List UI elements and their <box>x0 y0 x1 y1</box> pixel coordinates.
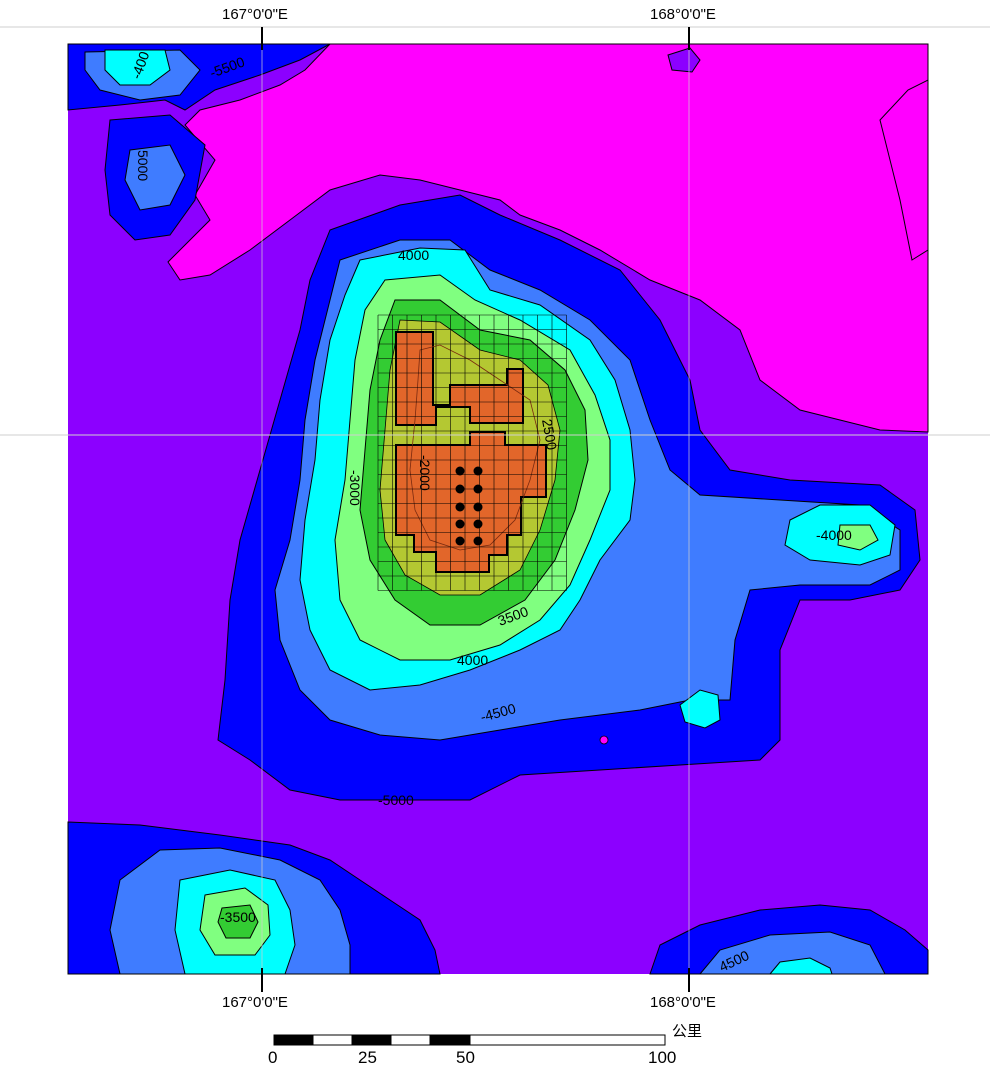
contour-label-seamount-2500: 2500 <box>539 418 560 452</box>
contour-label-east-4000: -4000 <box>816 527 852 543</box>
se-cyan <box>768 957 833 975</box>
sample-point <box>455 536 465 546</box>
sample-point <box>473 536 483 546</box>
contour-label-seamount-2000: -2000 <box>417 455 433 491</box>
small-spot <box>599 735 609 745</box>
contour-label-w-5000: 5000 <box>135 150 151 181</box>
sample-point <box>473 502 483 512</box>
lon-label-top-167: 167°0'0"E <box>222 6 288 23</box>
sample-point <box>473 484 483 494</box>
sample-point <box>473 519 483 529</box>
scale-label-50: 50 <box>456 1048 475 1067</box>
sample-point <box>455 466 465 476</box>
scale-seg-4 <box>390 1034 431 1046</box>
east-green-blob <box>837 524 879 551</box>
sample-points <box>455 466 483 546</box>
scale-label-0: 0 <box>268 1048 278 1067</box>
w-mid-blue <box>124 144 186 211</box>
scale-label-100: 100 <box>648 1048 677 1067</box>
sw-green <box>217 904 259 939</box>
scale-bar <box>273 1034 666 1046</box>
sample-point <box>455 484 465 494</box>
scale-label-25: 25 <box>358 1048 377 1067</box>
south-cyan-spot <box>679 689 721 729</box>
nw-cyan <box>104 49 171 86</box>
contour-label-seamount-3000: -3000 <box>347 470 363 506</box>
lon-label-top-168: 168°0'0"E <box>650 6 716 23</box>
contour-label-seamount-4000: 4000 <box>398 247 429 263</box>
scale-seg-6 <box>469 1034 666 1046</box>
sampling-grid <box>377 314 567 591</box>
sample-point <box>455 502 465 512</box>
sample-point <box>473 466 483 476</box>
scale-seg-5 <box>429 1034 471 1046</box>
scale-seg-1 <box>273 1034 314 1046</box>
se-mid-blue <box>698 931 886 975</box>
contour-label-sw-3500: -3500 <box>220 909 256 925</box>
scale-seg-2 <box>312 1034 353 1046</box>
scale-seg-3 <box>351 1034 392 1046</box>
deep-basin-ne <box>167 43 929 433</box>
contour-label-seamount-4000b: 4000 <box>457 652 488 668</box>
scale-unit-label: 公里 <box>672 1023 703 1040</box>
north-blob-168 <box>667 47 701 73</box>
lon-label-bottom-167: 167°0'0"E <box>222 994 288 1011</box>
contour-label-south-5000: -5000 <box>378 792 414 808</box>
sample-point <box>455 519 465 529</box>
lon-label-bottom-168: 168°0'0"E <box>650 994 716 1011</box>
